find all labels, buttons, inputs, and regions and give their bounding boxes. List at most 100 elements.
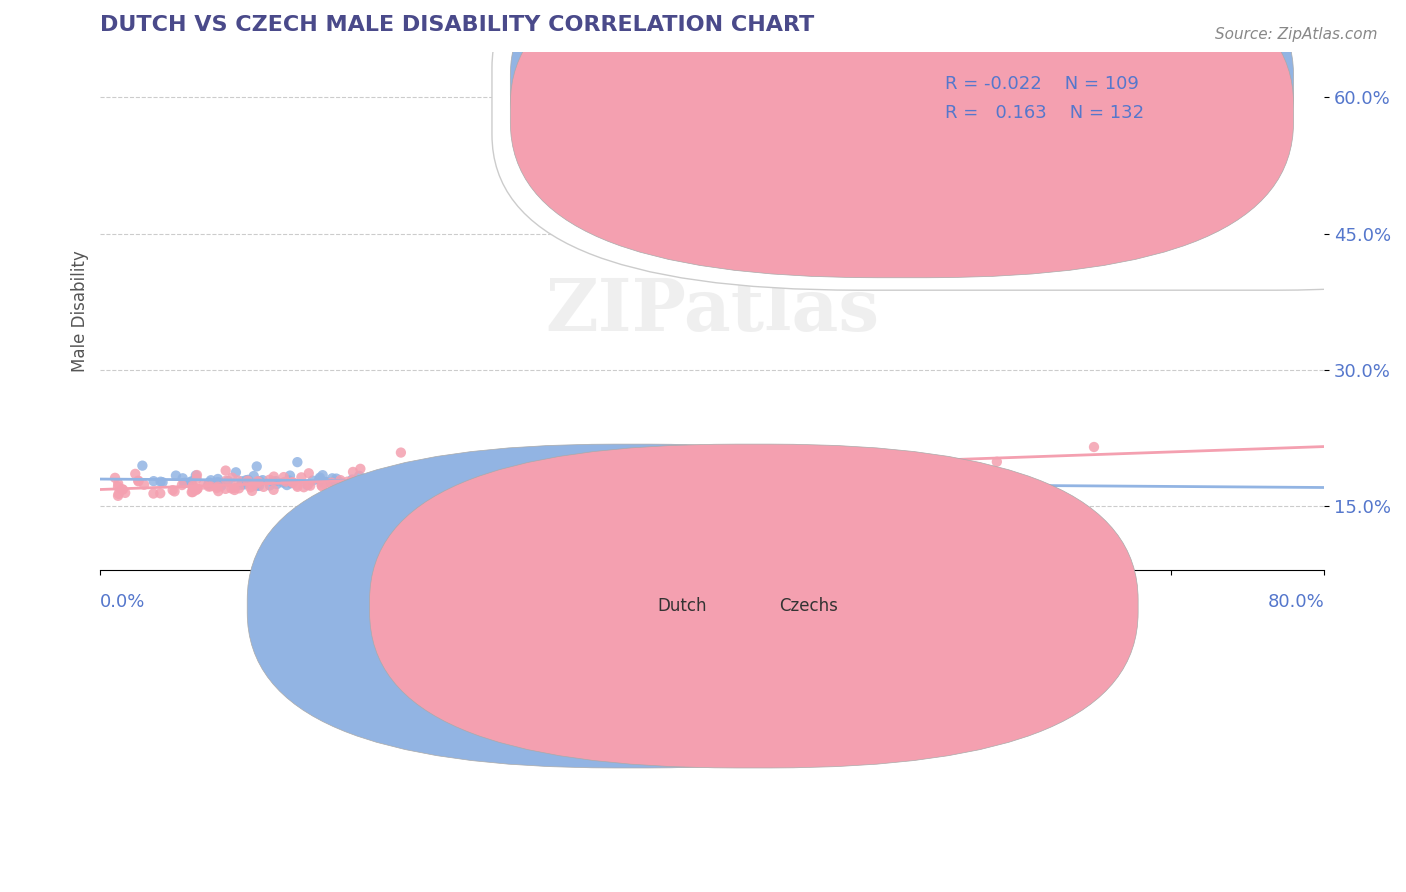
Point <box>299 479 322 493</box>
Text: Czechs: Czechs <box>779 598 838 615</box>
Point <box>149 486 172 500</box>
Point <box>454 474 477 488</box>
Point <box>537 479 560 493</box>
Point <box>297 477 319 491</box>
Point <box>290 470 312 484</box>
Point <box>389 445 412 459</box>
Point <box>534 471 557 485</box>
Y-axis label: Male Disability: Male Disability <box>72 250 89 372</box>
Point <box>413 476 436 491</box>
Point <box>329 475 352 490</box>
Text: DUTCH VS CZECH MALE DISABILITY CORRELATION CHART: DUTCH VS CZECH MALE DISABILITY CORRELATI… <box>100 15 814 35</box>
Point <box>655 475 678 490</box>
Point <box>142 474 165 488</box>
Point <box>316 475 339 489</box>
Point <box>277 473 299 487</box>
Point <box>342 473 364 487</box>
FancyBboxPatch shape <box>247 444 1015 768</box>
Point <box>336 475 359 489</box>
Point <box>1014 475 1036 490</box>
FancyBboxPatch shape <box>510 0 1294 249</box>
Point <box>494 471 516 485</box>
Point <box>246 474 269 488</box>
Point <box>633 480 655 494</box>
Point <box>180 475 202 489</box>
Point <box>382 477 405 491</box>
Point <box>501 466 523 480</box>
Point <box>599 461 621 475</box>
Point <box>589 467 612 482</box>
Point <box>127 474 149 488</box>
Point <box>551 480 574 494</box>
Point <box>285 455 308 469</box>
Point <box>209 479 232 493</box>
Point <box>226 474 249 488</box>
Point <box>173 476 195 491</box>
Point <box>259 473 281 487</box>
Text: R =   0.163    N = 132: R = 0.163 N = 132 <box>945 104 1144 122</box>
Point <box>467 468 489 483</box>
Point <box>405 471 427 485</box>
Point <box>184 483 207 497</box>
Point <box>342 474 364 488</box>
Point <box>215 464 238 478</box>
Point <box>198 475 221 490</box>
Point <box>262 475 284 489</box>
Point <box>437 477 460 491</box>
Point <box>214 482 236 496</box>
Point <box>180 475 202 489</box>
Point <box>238 473 260 487</box>
Point <box>609 476 631 491</box>
Point <box>281 475 304 489</box>
Point <box>436 474 458 488</box>
Point <box>231 475 253 489</box>
Point <box>276 478 298 492</box>
Point <box>454 471 477 485</box>
Point <box>200 479 222 493</box>
Point <box>643 464 665 478</box>
Point <box>231 477 253 491</box>
Point <box>561 475 583 490</box>
Point <box>533 472 555 486</box>
Point <box>221 470 243 484</box>
Point <box>382 470 405 484</box>
Point <box>447 466 470 480</box>
Point <box>298 467 321 481</box>
Point <box>433 476 456 491</box>
Point <box>184 468 207 483</box>
Point <box>392 471 415 485</box>
Point <box>606 462 628 476</box>
Point <box>349 475 371 490</box>
Point <box>207 475 229 489</box>
Point <box>186 482 208 496</box>
Point <box>107 489 129 503</box>
Point <box>456 469 478 483</box>
Point <box>381 478 404 492</box>
Point <box>215 474 238 488</box>
Point <box>181 485 204 500</box>
Point <box>163 484 186 499</box>
Point <box>489 469 512 483</box>
Point <box>569 478 592 492</box>
Point <box>172 471 194 485</box>
Point <box>420 466 443 480</box>
Point <box>548 466 571 480</box>
Point <box>221 482 243 496</box>
Point <box>564 459 586 474</box>
Point <box>411 477 433 491</box>
Point <box>479 478 502 492</box>
Point <box>340 477 363 491</box>
Point <box>846 461 869 475</box>
Point <box>416 476 439 491</box>
Point <box>343 475 366 489</box>
Point <box>292 480 315 494</box>
Point <box>339 476 361 491</box>
Point <box>595 468 617 483</box>
Point <box>224 481 246 495</box>
Point <box>301 474 323 488</box>
Text: R = -0.022    N = 109: R = -0.022 N = 109 <box>945 76 1139 94</box>
Point <box>356 479 378 493</box>
Point <box>529 471 551 485</box>
Text: Source: ZipAtlas.com: Source: ZipAtlas.com <box>1215 27 1378 42</box>
Point <box>359 479 381 493</box>
